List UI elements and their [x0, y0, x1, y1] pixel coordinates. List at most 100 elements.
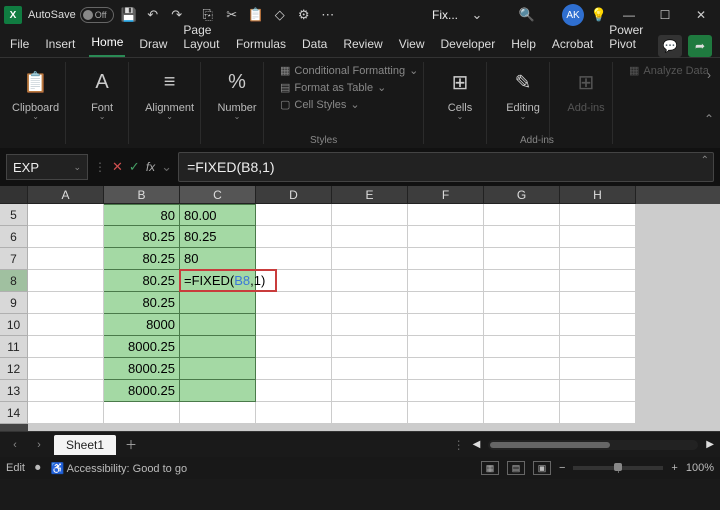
cell[interactable]: [180, 336, 256, 358]
tab-draw[interactable]: Draw: [137, 33, 169, 57]
row-header[interactable]: 11: [0, 336, 28, 358]
cell[interactable]: [484, 292, 560, 314]
column-header[interactable]: A: [28, 186, 104, 204]
autosave-toggle[interactable]: Off: [80, 7, 114, 23]
share-button[interactable]: ➦: [688, 35, 712, 57]
cell[interactable]: 80.25: [104, 226, 180, 248]
tab-home[interactable]: Home: [89, 31, 125, 57]
cell[interactable]: [28, 402, 104, 424]
tab-page-layout[interactable]: Page Layout: [181, 19, 222, 57]
cell[interactable]: [484, 380, 560, 402]
font-icon[interactable]: A: [82, 64, 122, 100]
cell[interactable]: 80.25: [104, 248, 180, 270]
column-header[interactable]: F: [408, 186, 484, 204]
cell[interactable]: 80.25: [104, 292, 180, 314]
cell[interactable]: [332, 204, 408, 226]
clipboard-icon[interactable]: 📋: [16, 64, 56, 100]
cell[interactable]: [28, 380, 104, 402]
row-header[interactable]: 13: [0, 380, 28, 402]
cell[interactable]: [484, 226, 560, 248]
cell[interactable]: [104, 402, 180, 424]
cell-styles-button[interactable]: ▢ Cell Styles ⌄: [280, 98, 418, 111]
cell[interactable]: [256, 226, 332, 248]
view-break-button[interactable]: ▣: [533, 461, 551, 475]
cell[interactable]: [28, 358, 104, 380]
close-button[interactable]: ✕: [686, 3, 716, 27]
cell[interactable]: [28, 248, 104, 270]
row-header[interactable]: 14: [0, 402, 28, 424]
maximize-button[interactable]: ☐: [650, 3, 680, 27]
row-header[interactable]: 8: [0, 270, 28, 292]
column-header[interactable]: D: [256, 186, 332, 204]
cell[interactable]: [560, 358, 636, 380]
scroll-left-icon[interactable]: ◀: [473, 439, 481, 450]
cell[interactable]: [408, 380, 484, 402]
tab-insert[interactable]: Insert: [43, 33, 77, 57]
chevron-down-icon[interactable]: ⌄: [520, 114, 527, 120]
formula-expand-icon[interactable]: ⌃: [701, 155, 709, 166]
cell[interactable]: [484, 204, 560, 226]
format-as-table-button[interactable]: ▤ Format as Table ⌄: [280, 81, 418, 94]
zoom-in-button[interactable]: +: [671, 462, 677, 474]
cell[interactable]: 8000: [104, 314, 180, 336]
tab-formulas[interactable]: Formulas: [234, 33, 288, 57]
fx-icon[interactable]: fx: [146, 160, 155, 174]
cell[interactable]: [408, 270, 484, 292]
column-header[interactable]: C: [180, 186, 256, 204]
cell[interactable]: [560, 248, 636, 270]
chevron-down-icon[interactable]: ⌄: [32, 114, 39, 120]
chevron-down-icon[interactable]: ⌄: [99, 114, 106, 120]
tab-view[interactable]: View: [397, 33, 427, 57]
cell[interactable]: [256, 292, 332, 314]
cell[interactable]: [256, 204, 332, 226]
cell[interactable]: [180, 358, 256, 380]
accessibility-status[interactable]: ♿ Accessibility: Good to go: [50, 462, 187, 475]
cell[interactable]: [408, 402, 484, 424]
cell[interactable]: [28, 314, 104, 336]
cell[interactable]: [28, 204, 104, 226]
cell[interactable]: [408, 314, 484, 336]
cell[interactable]: [560, 314, 636, 336]
chevron-down-icon[interactable]: ⌄: [457, 114, 464, 120]
row-header[interactable]: 10: [0, 314, 28, 336]
cell[interactable]: [332, 380, 408, 402]
cut-icon[interactable]: ✂: [223, 6, 241, 24]
cell[interactable]: [332, 292, 408, 314]
cell[interactable]: [256, 358, 332, 380]
tab-power-pivot[interactable]: Power Pivot: [607, 19, 646, 57]
view-normal-button[interactable]: ▦: [481, 461, 499, 475]
cell[interactable]: [408, 336, 484, 358]
zoom-slider[interactable]: [573, 466, 663, 470]
view-page-button[interactable]: ▤: [507, 461, 525, 475]
link-icon[interactable]: ⚙: [295, 6, 313, 24]
conditional-formatting-button[interactable]: ▦ Conditional Formatting ⌄: [280, 64, 418, 77]
cell[interactable]: [28, 226, 104, 248]
cell[interactable]: [332, 270, 408, 292]
cell[interactable]: [560, 292, 636, 314]
chevron-down-icon[interactable]: ⌄: [73, 162, 81, 173]
cell[interactable]: [28, 292, 104, 314]
lightbulb-icon[interactable]: 💡: [590, 6, 608, 24]
cell[interactable]: [332, 248, 408, 270]
cell[interactable]: [560, 336, 636, 358]
cell[interactable]: [560, 402, 636, 424]
tab-acrobat[interactable]: Acrobat: [550, 33, 595, 57]
cell[interactable]: [484, 270, 560, 292]
zoom-out-button[interactable]: −: [559, 462, 565, 474]
user-avatar[interactable]: AK: [562, 4, 584, 26]
editing-icon[interactable]: ✎: [503, 64, 543, 100]
cell[interactable]: [408, 358, 484, 380]
cell[interactable]: [180, 402, 256, 424]
formula-accept-icon[interactable]: ✓: [129, 159, 140, 175]
more-icon[interactable]: ⋯: [319, 6, 337, 24]
ribbon-scroll-right-icon[interactable]: ›: [707, 68, 711, 82]
number-icon[interactable]: %: [217, 64, 257, 100]
scroll-right-icon[interactable]: ▶: [706, 439, 714, 450]
cell[interactable]: [256, 402, 332, 424]
column-header[interactable]: E: [332, 186, 408, 204]
cell[interactable]: [408, 248, 484, 270]
undo-icon[interactable]: ↶: [144, 6, 162, 24]
cell[interactable]: 80.25: [104, 270, 180, 292]
tab-data[interactable]: Data: [300, 33, 329, 57]
column-header[interactable]: B: [104, 186, 180, 204]
